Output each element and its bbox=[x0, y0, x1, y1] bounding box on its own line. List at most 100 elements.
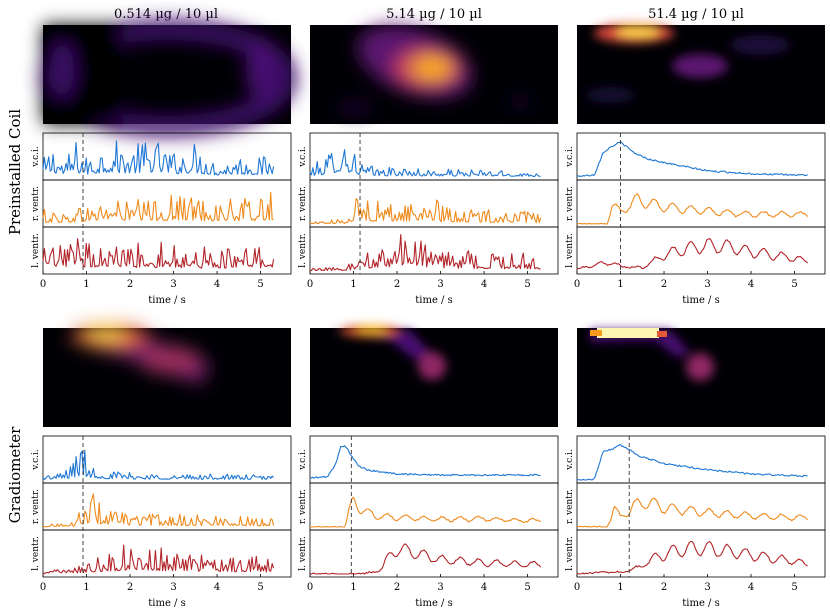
x-tick-label: 4 bbox=[214, 582, 220, 593]
x-axis-label: time / s bbox=[148, 598, 185, 609]
trace-label: l. ventr. bbox=[31, 536, 41, 571]
subplot-frame bbox=[576, 132, 826, 181]
x-axis-label: time / s bbox=[148, 295, 185, 306]
subplot-v-c-i: v.c.i. bbox=[565, 132, 826, 181]
series-line bbox=[42, 140, 275, 176]
series-line bbox=[576, 540, 808, 575]
x-tick-label: 5 bbox=[524, 279, 530, 290]
x-tick-label: 3 bbox=[170, 582, 176, 593]
trace-label: r. ventr. bbox=[565, 489, 575, 524]
x-tick-label: 1 bbox=[350, 279, 356, 290]
column-title-3: 51.4 µg / 10 µl bbox=[648, 7, 744, 22]
trace-panel-1-1: v.c.i. r. ventr. l. ventr. 0 1 2 3 4 5 time / s bbox=[31, 132, 292, 306]
row-label-preinstalled-coil: Preinstalled Coil bbox=[6, 109, 24, 235]
trace-panel-2-1: v.c.i. r. ventr. l. ventr. 0 1 2 3 4 5 time / s bbox=[31, 435, 292, 609]
series-line bbox=[576, 444, 808, 481]
trace-label: v.c.i. bbox=[31, 146, 41, 168]
subplot-frame bbox=[576, 226, 826, 275]
subplot-r-ventr: r. ventr. bbox=[565, 482, 826, 531]
x-tick-label: 3 bbox=[437, 279, 443, 290]
series-line bbox=[309, 496, 541, 528]
x-tick-label: 4 bbox=[481, 279, 487, 290]
x-tick-label: 2 bbox=[394, 582, 400, 593]
series-line bbox=[576, 497, 808, 528]
x-tick-label: 0 bbox=[574, 279, 580, 290]
x-tick-label: 2 bbox=[127, 582, 133, 593]
x-tick-label: 4 bbox=[214, 279, 220, 290]
x-axis-label: time / s bbox=[682, 598, 719, 609]
subplot-r-ventr: r. ventr. bbox=[31, 482, 292, 531]
series-line bbox=[42, 191, 274, 223]
subplot-v-c-i: v.c.i. bbox=[298, 132, 559, 181]
trace-label: v.c.i. bbox=[31, 449, 41, 471]
x-tick-label: 2 bbox=[661, 279, 667, 290]
heatmap-row1-col3 bbox=[577, 23, 825, 124]
series-line bbox=[309, 234, 541, 272]
trace-label: v.c.i. bbox=[565, 449, 575, 471]
x-tick-label: 2 bbox=[127, 279, 133, 290]
trace-label: v.c.i. bbox=[298, 146, 308, 168]
subplot-frame bbox=[309, 226, 559, 275]
series-line bbox=[576, 237, 808, 270]
x-tick-label: 1 bbox=[83, 582, 89, 593]
x-tick-label: 0 bbox=[40, 582, 46, 593]
x-tick-label: 1 bbox=[350, 582, 356, 593]
subplot-frame bbox=[309, 132, 559, 181]
x-tick-label: 0 bbox=[307, 582, 313, 593]
subplot-frame bbox=[576, 179, 826, 228]
x-tick-label: 4 bbox=[748, 279, 754, 290]
subplot-frame bbox=[42, 529, 292, 578]
series-line bbox=[42, 544, 275, 575]
subplot-v-c-i: v.c.i. bbox=[31, 132, 292, 181]
subplot-r-ventr: r. ventr. bbox=[298, 179, 559, 228]
subplot-l-ventr: l. ventr. bbox=[31, 529, 292, 578]
trace-label: r. ventr. bbox=[298, 489, 308, 524]
row-label-gradiometer: Gradiometer bbox=[6, 426, 24, 524]
x-tick-label: 5 bbox=[257, 582, 263, 593]
heatmap-row2-col2 bbox=[310, 325, 558, 427]
subplot-frame bbox=[576, 529, 826, 578]
x-tick-label: 5 bbox=[791, 582, 797, 593]
trace-panel-2-2: v.c.i. r. ventr. l. ventr. 0 1 2 3 4 5 time / s bbox=[298, 435, 559, 609]
series-line bbox=[309, 197, 542, 225]
x-tick-label: 0 bbox=[307, 279, 313, 290]
trace-panel-1-2: v.c.i. r. ventr. l. ventr. 0 1 2 3 4 5 time / s bbox=[298, 132, 559, 306]
x-axis-label: time / s bbox=[682, 295, 719, 306]
subplot-frame bbox=[42, 132, 292, 181]
x-tick-label: 3 bbox=[437, 582, 443, 593]
x-tick-label: 5 bbox=[257, 279, 263, 290]
subplot-frame bbox=[309, 482, 559, 531]
subplot-frame bbox=[42, 226, 292, 275]
x-tick-label: 0 bbox=[574, 582, 580, 593]
trace-label: r. ventr. bbox=[298, 186, 308, 221]
heatmap-row2-col1 bbox=[43, 324, 291, 427]
series-line bbox=[42, 238, 275, 269]
heatmap-row1-col1 bbox=[40, 20, 296, 136]
trace-label: l. ventr. bbox=[565, 536, 575, 571]
subplot-r-ventr: r. ventr. bbox=[298, 482, 559, 531]
subplot-l-ventr: l. ventr. bbox=[298, 226, 559, 275]
x-tick-label: 4 bbox=[481, 582, 487, 593]
x-tick-label: 2 bbox=[661, 582, 667, 593]
subplot-l-ventr: l. ventr. bbox=[298, 529, 559, 578]
trace-panel-2-3: v.c.i. r. ventr. l. ventr. 0 1 2 3 4 5 time / s bbox=[565, 435, 826, 609]
subplot-r-ventr: r. ventr. bbox=[31, 179, 292, 228]
series-line bbox=[577, 193, 809, 225]
x-tick-label: 2 bbox=[394, 279, 400, 290]
series-line bbox=[309, 543, 542, 575]
trace-label: r. ventr. bbox=[565, 186, 575, 221]
x-tick-label: 1 bbox=[617, 279, 623, 290]
x-tick-label: 1 bbox=[83, 279, 89, 290]
trace-label: r. ventr. bbox=[31, 489, 41, 524]
series-line bbox=[42, 493, 275, 528]
x-tick-label: 0 bbox=[40, 279, 46, 290]
x-tick-label: 1 bbox=[617, 582, 623, 593]
trace-label: l. ventr. bbox=[565, 233, 575, 268]
series-line bbox=[309, 149, 541, 177]
subplot-v-c-i: v.c.i. bbox=[31, 435, 292, 484]
series-line bbox=[576, 141, 808, 178]
x-tick-label: 3 bbox=[170, 279, 176, 290]
trace-label: r. ventr. bbox=[31, 186, 41, 221]
